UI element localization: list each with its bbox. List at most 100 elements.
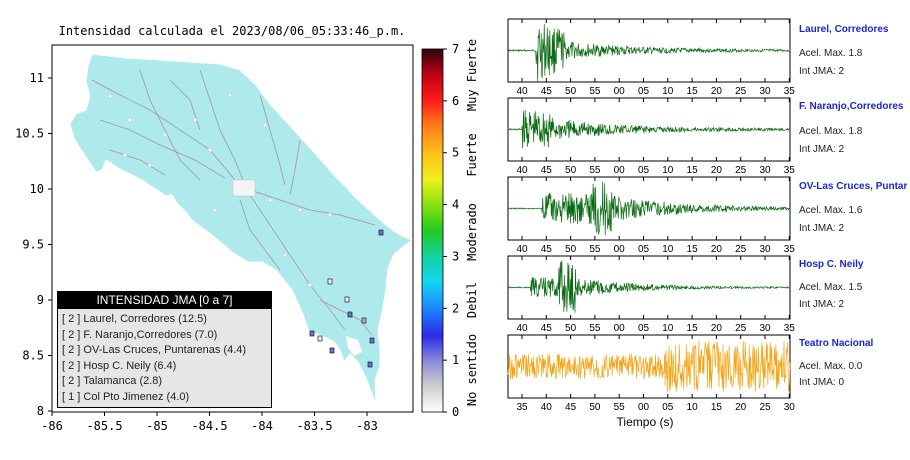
time-tick-label: 25 <box>735 323 747 334</box>
x-tick-label: -83 <box>356 419 378 433</box>
town-marker <box>127 117 133 123</box>
time-tick-label: 25 <box>759 402 771 413</box>
time-tick-label: 00 <box>614 86 626 97</box>
time-tick-label: 45 <box>541 165 553 176</box>
station-marker <box>347 311 353 318</box>
y-tick-label: 10 <box>30 182 44 196</box>
station-name: OV-Las Cruces, Puntar <box>799 181 908 192</box>
time-tick-label: 20 <box>735 402 747 413</box>
station-marker <box>329 347 335 354</box>
x-tick-label: -84 <box>251 419 273 433</box>
colorbar-intensity-label: No sentido <box>465 334 479 406</box>
legend-item: [ 2 ] Laurel, Corredores (12.5) <box>62 313 207 325</box>
time-tick-label: 10 <box>687 402 699 413</box>
town-marker <box>307 282 313 288</box>
time-tick-label: 30 <box>759 165 771 176</box>
colorbar-labels: Muy Fuerte Fuerte Moderado Debil No sentido <box>465 39 479 406</box>
time-tick-label: 45 <box>541 244 553 255</box>
time-axis-label: Tiempo (s) <box>617 415 674 429</box>
time-tick-label: 45 <box>565 402 577 413</box>
station-jma: Int JMA: 2 <box>799 223 845 234</box>
town-marker <box>297 207 303 213</box>
station-jma: Int JMA: 0 <box>799 377 845 388</box>
road-9 <box>289 139 301 196</box>
colorbar-intensity-label: Debil <box>465 282 479 318</box>
seismogram-panel: 40 45 50 55 00 05 10 15 20 25 30 35 <box>507 97 796 176</box>
station-marker <box>367 361 373 368</box>
map-axes: -86 -85.5 -85 -84.5 -84 -83.5 -83 11 10.5 10 9.5 9 8… <box>15 71 378 433</box>
time-tick-label: 05 <box>638 165 650 176</box>
town-marker <box>227 92 233 98</box>
seismogram-panel: 35 40 45 50 55 00 05 10 15 20 25 30 <box>507 334 795 413</box>
x-tick-label: -85.5 <box>86 419 122 433</box>
time-tick-label: 15 <box>687 323 699 334</box>
mainland-shape <box>69 53 414 405</box>
station-marker <box>361 317 367 324</box>
station-marker <box>378 229 384 236</box>
seismogram-panel: 40 45 50 55 00 05 10 15 20 25 30 35 <box>507 18 795 97</box>
station-accel: Acel. Max. 1.6 <box>799 205 863 216</box>
time-tick-label: 50 <box>565 323 577 334</box>
time-tick-label: 35 <box>784 165 796 176</box>
colorbar-tick-label: 4 <box>452 198 459 212</box>
time-tick-label: 10 <box>662 323 674 334</box>
time-tick-label: 40 <box>516 323 528 334</box>
time-tick-label: 30 <box>759 86 771 97</box>
time-tick-label: 05 <box>638 323 650 334</box>
legend-item: [ 2 ] OV-Las Cruces, Puntarenas (4.4) <box>62 344 247 356</box>
waveform-trace <box>507 340 791 393</box>
y-tick-label: 10.5 <box>15 127 44 141</box>
station-name: Hosp C. Neily <box>799 259 864 270</box>
time-tick-label: 40 <box>516 165 528 176</box>
y-tick-label: 8.5 <box>22 349 44 363</box>
towns <box>107 92 333 288</box>
time-tick-label: 50 <box>565 86 577 97</box>
y-tick-label: 9 <box>37 293 44 307</box>
station-markers <box>309 229 384 368</box>
town-marker <box>282 252 288 258</box>
road-7 <box>239 199 281 271</box>
road-5 <box>249 189 376 226</box>
station-accel: Acel. Max. 1.5 <box>799 282 863 293</box>
time-tick-label: 45 <box>541 86 553 97</box>
time-tick-label: 00 <box>614 165 626 176</box>
time-tick-label: 20 <box>711 244 723 255</box>
time-tick-label: 30 <box>759 244 771 255</box>
time-tick-label: 05 <box>662 402 674 413</box>
time-tick-label: 40 <box>516 244 528 255</box>
station-marker <box>369 337 375 344</box>
time-tick-label: 15 <box>711 402 723 413</box>
legend-title: INTENSIDAD JMA [0 a 7] <box>58 292 271 309</box>
time-tick-label: 00 <box>614 323 626 334</box>
waveform-trace <box>507 260 791 313</box>
seismogram-frame <box>507 255 791 320</box>
station-marker <box>344 296 350 303</box>
town-marker <box>232 179 256 197</box>
station-accel: Acel. Max. 1.8 <box>799 48 863 59</box>
colorbar-intensity-label: Fuerte <box>465 133 479 176</box>
time-tick-label: 55 <box>614 402 626 413</box>
time-tick-label: 25 <box>735 165 747 176</box>
time-tick-label: 15 <box>687 165 699 176</box>
town-marker <box>147 162 153 168</box>
town-marker <box>192 117 198 123</box>
time-tick-label: 30 <box>759 323 771 334</box>
town-marker <box>267 197 273 203</box>
legend-item: [ 2 ] Hosp C. Neily (6.4) <box>62 359 177 372</box>
time-tick-label: 20 <box>711 165 723 176</box>
time-tick-label: 10 <box>662 244 674 255</box>
time-tick-label: 50 <box>565 165 577 176</box>
x-tick-label: -85 <box>146 419 168 433</box>
x-tick-label: -84.5 <box>191 419 227 433</box>
x-tick-label: -86 <box>41 419 63 433</box>
road-3 <box>139 69 201 181</box>
town-marker <box>212 207 218 213</box>
colorbar-tick-label: 3 <box>452 249 459 263</box>
y-tick-label: 8 <box>37 404 44 418</box>
nicoya-gulf <box>164 194 178 212</box>
time-tick-label: 20 <box>711 86 723 97</box>
seismogram-panel: 40 45 50 55 00 05 10 15 20 25 30 35 <box>507 255 795 334</box>
waveform-trace <box>507 181 791 236</box>
